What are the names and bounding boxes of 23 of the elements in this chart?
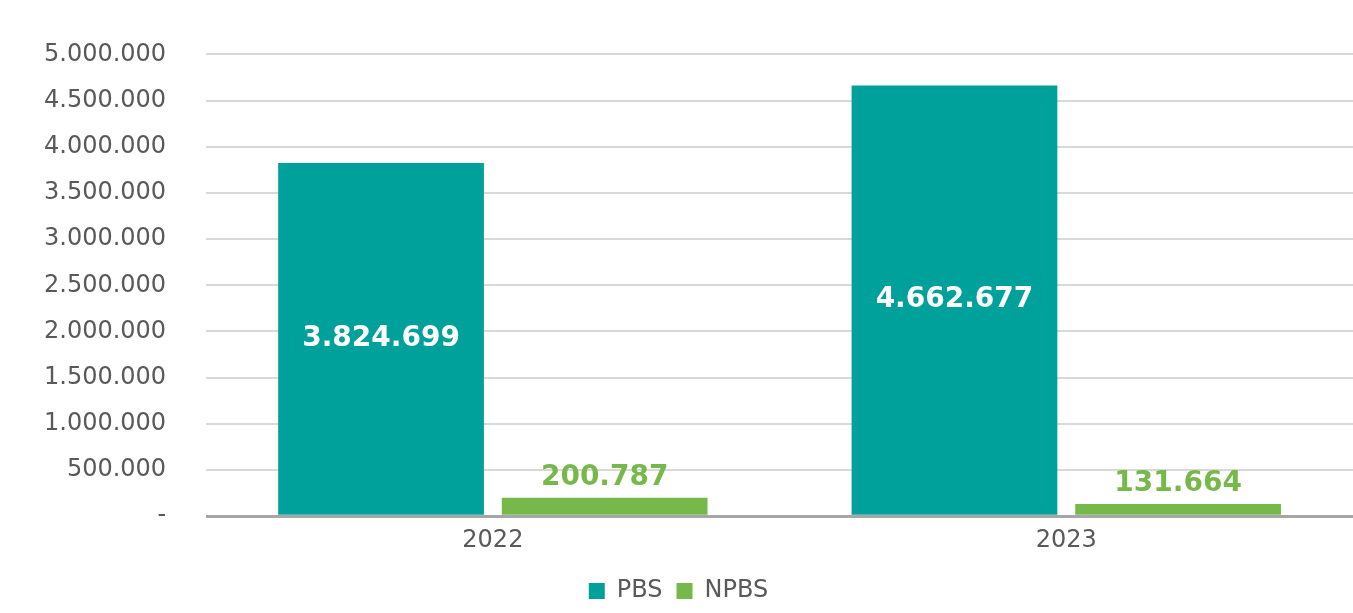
bar bbox=[851, 85, 1058, 515]
data-label: 200.787 bbox=[540, 458, 669, 492]
data-label: 3.824.699 bbox=[302, 320, 460, 354]
bar bbox=[1075, 504, 1281, 515]
legend-label: PBS bbox=[616, 575, 663, 604]
y-tick-label: 3.500.000 bbox=[43, 177, 167, 206]
y-tick-label: 500.000 bbox=[66, 454, 167, 483]
bar bbox=[278, 162, 484, 515]
y-tick-label: 3.000.000 bbox=[43, 223, 167, 252]
data-label: 131.664 bbox=[1114, 465, 1242, 499]
y-tick-label: 4.500.000 bbox=[43, 84, 167, 113]
bar bbox=[501, 497, 708, 515]
y-tick-label: 4.000.000 bbox=[43, 130, 167, 159]
y-tick-label: - bbox=[157, 500, 167, 529]
x-tick-label: 2023 bbox=[1035, 524, 1097, 553]
y-tick-label: 5.000.000 bbox=[43, 38, 167, 67]
y-tick-label: 1.500.000 bbox=[43, 361, 167, 390]
y-tick-label: 2.500.000 bbox=[43, 269, 167, 298]
y-tick-label: 1.000.000 bbox=[43, 408, 167, 437]
legend-label: NPBS bbox=[704, 575, 769, 604]
y-tick-label: 2.000.000 bbox=[43, 315, 167, 344]
x-tick-label: 2022 bbox=[462, 524, 524, 553]
data-label: 4.662.677 bbox=[875, 281, 1034, 315]
